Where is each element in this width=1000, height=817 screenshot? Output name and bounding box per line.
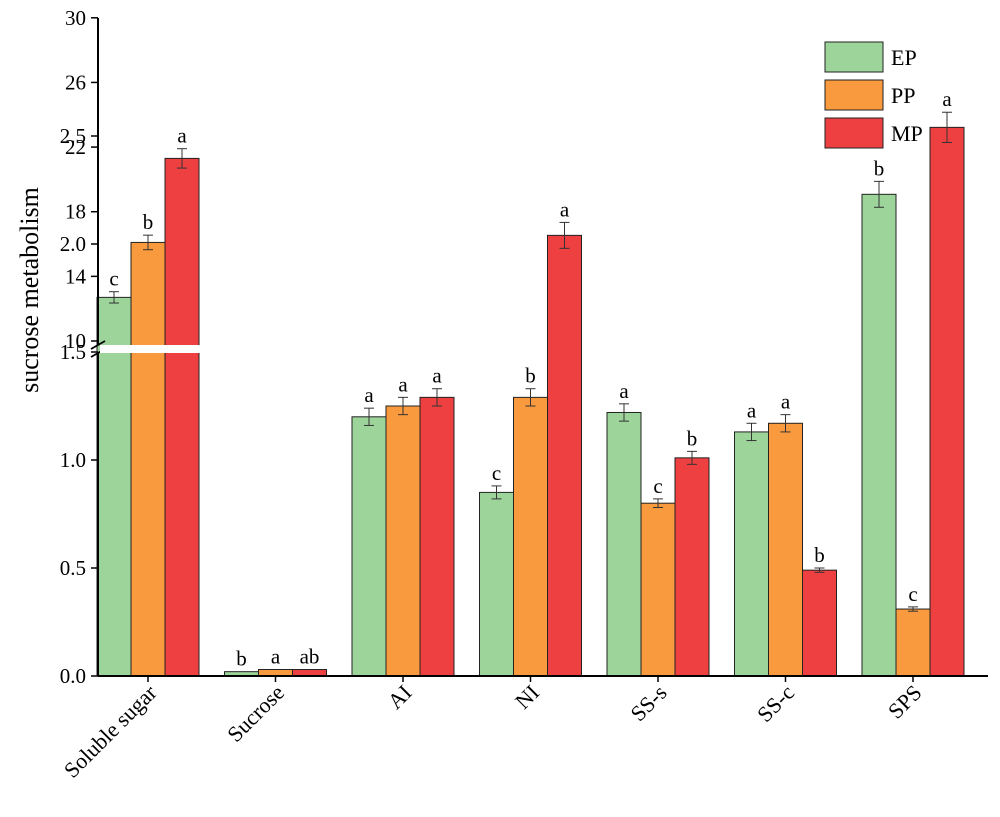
bar-ep xyxy=(861,193,897,677)
y-tick-label: 18 xyxy=(65,200,86,224)
x-tick-label: SS-s xyxy=(625,680,671,726)
legend-swatch-pp xyxy=(824,79,884,111)
y-tick-label: 22 xyxy=(65,135,86,159)
bar-ep xyxy=(351,416,387,677)
significance-label: ab xyxy=(300,645,320,669)
significance-label: a xyxy=(177,124,187,148)
legend-swatch-ep xyxy=(824,41,884,73)
x-tick-label: AI xyxy=(382,680,416,714)
legend-label: MP xyxy=(891,121,923,146)
bar-pp xyxy=(513,396,548,677)
significance-label: c xyxy=(109,267,118,291)
bar-mp xyxy=(547,234,582,677)
y-tick-label: 14 xyxy=(65,264,87,288)
significance-label: a xyxy=(781,390,791,414)
y-axis-label: sucrose metabolism xyxy=(15,187,44,393)
y-tick-label: 1.0 xyxy=(60,448,86,472)
y-tick-label: 0.0 xyxy=(60,664,86,688)
significance-label: a xyxy=(747,398,757,422)
x-tick-label: SS-c xyxy=(752,680,799,727)
x-tick-label: SPS xyxy=(883,680,927,724)
axis-break-gap xyxy=(100,345,230,353)
y-axis-title: sucrose metabolism xyxy=(15,187,44,393)
significance-label: a xyxy=(432,364,442,388)
significance-label: a xyxy=(271,645,281,669)
bar-mp xyxy=(674,457,710,677)
y-tick-label: 2.5 xyxy=(60,124,86,148)
significance-label: c xyxy=(653,474,662,498)
y-tick-label: 30 xyxy=(65,6,86,30)
bar-ep xyxy=(606,411,642,677)
y-tick-label: 0.5 xyxy=(60,556,86,580)
significance-label: b xyxy=(143,210,154,234)
significance-label: b xyxy=(687,426,698,450)
bar-pp xyxy=(385,405,421,677)
y-tick-label: 26 xyxy=(65,70,86,94)
significance-label: b xyxy=(814,543,825,567)
significance-label: c xyxy=(908,582,917,606)
significance-label: a xyxy=(560,197,570,221)
x-tick-label: Sucrose xyxy=(222,680,289,747)
y-tick-label: 10 xyxy=(65,329,86,353)
y-tick-label: 1.5 xyxy=(60,340,86,364)
legend: EP PP MP xyxy=(824,41,923,149)
bar-ep xyxy=(96,296,132,677)
bar-ep xyxy=(479,491,514,677)
legend-label: PP xyxy=(891,83,915,108)
significance-label: a xyxy=(942,87,952,111)
bar-mp xyxy=(164,157,200,677)
bar-mp xyxy=(419,396,455,677)
x-tick-label: Soluble sugar xyxy=(59,679,162,782)
x-tick-label: NI xyxy=(510,680,544,714)
significance-label: a xyxy=(398,372,408,396)
significance-label: a xyxy=(619,379,629,403)
bar-ep xyxy=(734,431,769,677)
bar-pp xyxy=(130,241,166,677)
significance-label: b xyxy=(525,364,536,388)
significance-label: c xyxy=(492,461,501,485)
bar-pp xyxy=(640,502,676,677)
bar-mp xyxy=(802,569,837,677)
bar-pp xyxy=(895,608,931,677)
y-tick-label: 2.0 xyxy=(60,232,86,256)
bar-pp xyxy=(768,422,803,677)
axis-break-mark xyxy=(90,340,106,350)
significance-label: b xyxy=(236,647,247,671)
legend-label: EP xyxy=(891,45,917,70)
significance-label: b xyxy=(874,156,885,180)
significance-label: a xyxy=(364,383,374,407)
legend-swatch-mp xyxy=(824,117,884,149)
bar-mp xyxy=(929,126,965,677)
